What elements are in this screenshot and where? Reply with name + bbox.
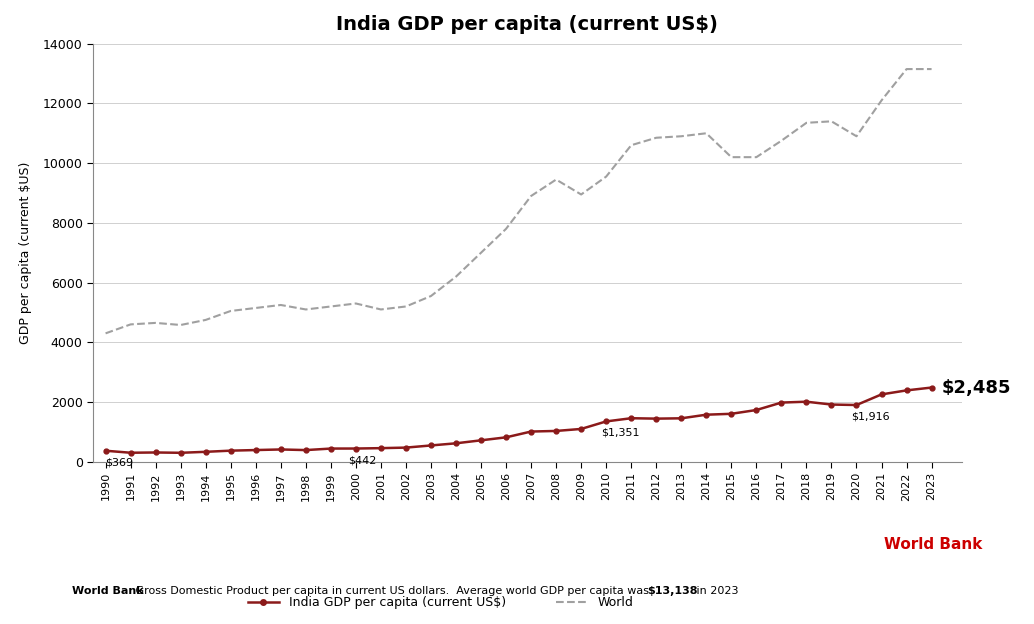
Text: $1,916: $1,916 <box>851 412 890 422</box>
Text: World Bank: World Bank <box>72 586 144 596</box>
Legend: India GDP per capita (current US$), World: India GDP per capita (current US$), Worl… <box>243 592 638 615</box>
Text: Gross Domestic Product per capita in current US dollars.  Average world GDP per : Gross Domestic Product per capita in cur… <box>132 586 652 596</box>
Text: $13,138: $13,138 <box>647 586 698 596</box>
Text: $442: $442 <box>348 455 376 465</box>
Text: $2,485: $2,485 <box>942 379 1011 396</box>
Y-axis label: GDP per capita (current $US): GDP per capita (current $US) <box>19 162 32 344</box>
Text: $1,351: $1,351 <box>601 428 640 438</box>
Text: $369: $369 <box>105 457 133 467</box>
Text: World Bank: World Bank <box>884 537 982 552</box>
Title: India GDP per capita (current US$): India GDP per capita (current US$) <box>336 15 719 34</box>
Text: in 2023: in 2023 <box>693 586 738 596</box>
